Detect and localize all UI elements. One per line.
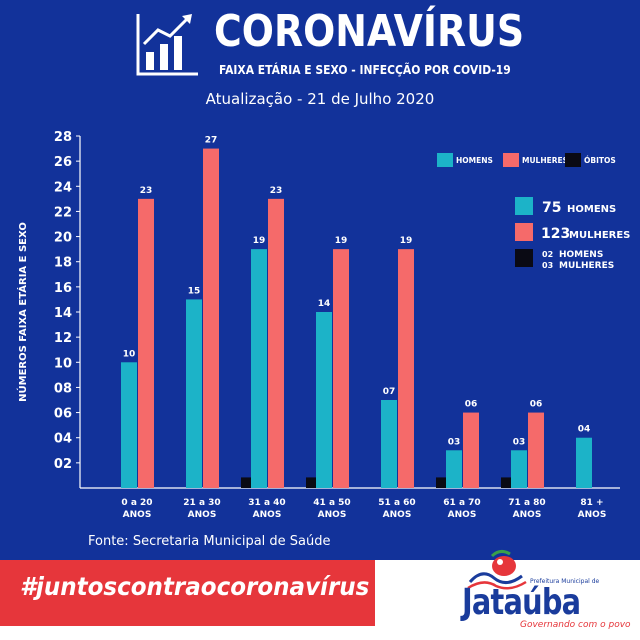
x-tick-label: 21 a 30 — [183, 498, 220, 508]
summary-label-homens: HOMENS — [567, 204, 616, 215]
legend-label: ÓBITOS — [584, 156, 616, 165]
summary-total-mulheres: 123 — [541, 226, 570, 242]
legend-label: MULHERES — [522, 156, 568, 165]
x-tick-label: 41 a 50 — [313, 498, 350, 508]
x-tick-label-unit: ANOS — [188, 510, 217, 520]
data-label-homens: 19 — [253, 236, 266, 246]
summary-obitos-label: HOMENS — [559, 250, 603, 260]
legend-swatch — [503, 153, 519, 167]
x-tick-label: 0 a 20 — [121, 498, 152, 508]
legend-swatch — [437, 153, 453, 167]
bar-mulheres — [268, 198, 284, 488]
legend-label: HOMENS — [456, 156, 493, 165]
y-tick-label: 08 — [54, 381, 72, 396]
bar-mulheres — [138, 198, 154, 488]
x-tick-label-unit: ANOS — [318, 510, 347, 520]
data-label-homens: 04 — [578, 425, 591, 435]
x-tick-label-unit: ANOS — [578, 510, 607, 520]
hashtag-text: #juntoscontraocoronavírus — [20, 572, 370, 601]
summary-swatch-mulheres — [515, 223, 533, 241]
bar-obitos — [436, 477, 446, 488]
data-label-homens: 03 — [513, 437, 526, 447]
x-tick-label: 81 + — [580, 498, 603, 508]
city-motto: Governando com o povo — [520, 620, 631, 630]
bar-homens — [251, 249, 267, 488]
x-tick-label: 31 a 40 — [248, 498, 285, 508]
bar-homens — [186, 299, 202, 488]
y-tick-label: 28 — [54, 130, 72, 145]
page-subtitle: FAIXA ETÁRIA E SEXO - INFECÇÃO POR COVID… — [219, 62, 511, 77]
y-tick-label: 22 — [54, 205, 72, 220]
legend-swatch — [565, 153, 581, 167]
x-tick-label-unit: ANOS — [513, 510, 542, 520]
update-date: Atualização - 21 de Julho 2020 — [205, 90, 435, 108]
data-label-homens: 07 — [383, 387, 396, 397]
summary-total-homens: 75 — [542, 200, 561, 216]
bar-homens — [511, 450, 527, 488]
data-label-mulheres: 23 — [140, 186, 153, 196]
summary-label-mulheres: MULHERES — [569, 230, 630, 241]
bar-mulheres — [528, 412, 544, 488]
y-tick-label: 14 — [54, 306, 72, 321]
y-tick-label: 12 — [54, 331, 72, 346]
data-label-mulheres: 19 — [400, 236, 413, 246]
summary-obitos-count: 03 — [542, 261, 553, 270]
bar-mulheres — [333, 249, 349, 488]
x-tick-label: 51 a 60 — [378, 498, 415, 508]
x-tick-label-unit: ANOS — [383, 510, 412, 520]
bar-mulheres — [398, 249, 414, 488]
data-label-homens: 14 — [318, 299, 331, 309]
data-label-homens: 15 — [188, 286, 201, 296]
summary-obitos-count: 02 — [542, 250, 553, 259]
data-label-mulheres: 27 — [205, 136, 218, 146]
y-tick-label: 02 — [54, 457, 72, 472]
data-label-mulheres: 19 — [335, 236, 348, 246]
y-tick-label: 06 — [54, 407, 72, 422]
bar-homens — [121, 362, 137, 488]
x-tick-label: 61 a 70 — [443, 498, 480, 508]
bar-obitos — [501, 477, 511, 488]
data-source: Fonte: Secretaria Municipal de Saúde — [88, 534, 331, 549]
summary-swatch-obitos — [515, 249, 533, 267]
x-tick-label-unit: ANOS — [253, 510, 282, 520]
bar-homens — [446, 450, 462, 488]
growth-chart-icon — [136, 14, 198, 76]
y-tick-label: 04 — [54, 432, 72, 447]
bar-homens — [576, 437, 592, 488]
bar-obitos — [241, 477, 251, 488]
y-tick-label: 16 — [54, 281, 72, 296]
y-tick-label: 10 — [54, 356, 72, 371]
hashtag-box — [0, 560, 375, 626]
bar-mulheres — [203, 148, 219, 489]
bar-obitos — [306, 477, 316, 488]
y-tick-label: 20 — [54, 231, 72, 246]
data-label-mulheres: 23 — [270, 186, 283, 196]
data-label-mulheres: 06 — [530, 400, 543, 410]
x-tick-label-unit: ANOS — [123, 510, 152, 520]
city-seal-icon — [467, 549, 527, 590]
age-sex-bar-chart: 02 04 06 08 10 12 14 16 18 20 22 24 26 28 NÚMEROS FAIX… — [16, 130, 630, 520]
y-axis-label: NÚMEROS FAIXA ETÁRIA E SEXO — [16, 222, 29, 402]
x-tick-label-unit: ANOS — [448, 510, 477, 520]
bar-homens — [381, 400, 397, 488]
data-label-mulheres: 06 — [465, 400, 478, 410]
bar-mulheres — [463, 412, 479, 488]
y-tick-label: 26 — [54, 155, 72, 170]
x-tick-label: 71 a 80 — [508, 498, 545, 508]
y-tick-label: 24 — [54, 180, 72, 195]
city-prefix: Prefeitura Municipal de — [530, 578, 600, 585]
city-name: Jataúba — [462, 582, 581, 623]
summary-swatch-homens — [515, 197, 533, 215]
bar-homens — [316, 312, 332, 488]
data-label-homens: 10 — [123, 349, 136, 359]
y-tick-label: 18 — [54, 256, 72, 271]
data-label-homens: 03 — [448, 437, 461, 447]
page-title: CORONAVÍRUS — [214, 6, 525, 57]
summary-obitos-label: MULHERES — [559, 261, 614, 271]
